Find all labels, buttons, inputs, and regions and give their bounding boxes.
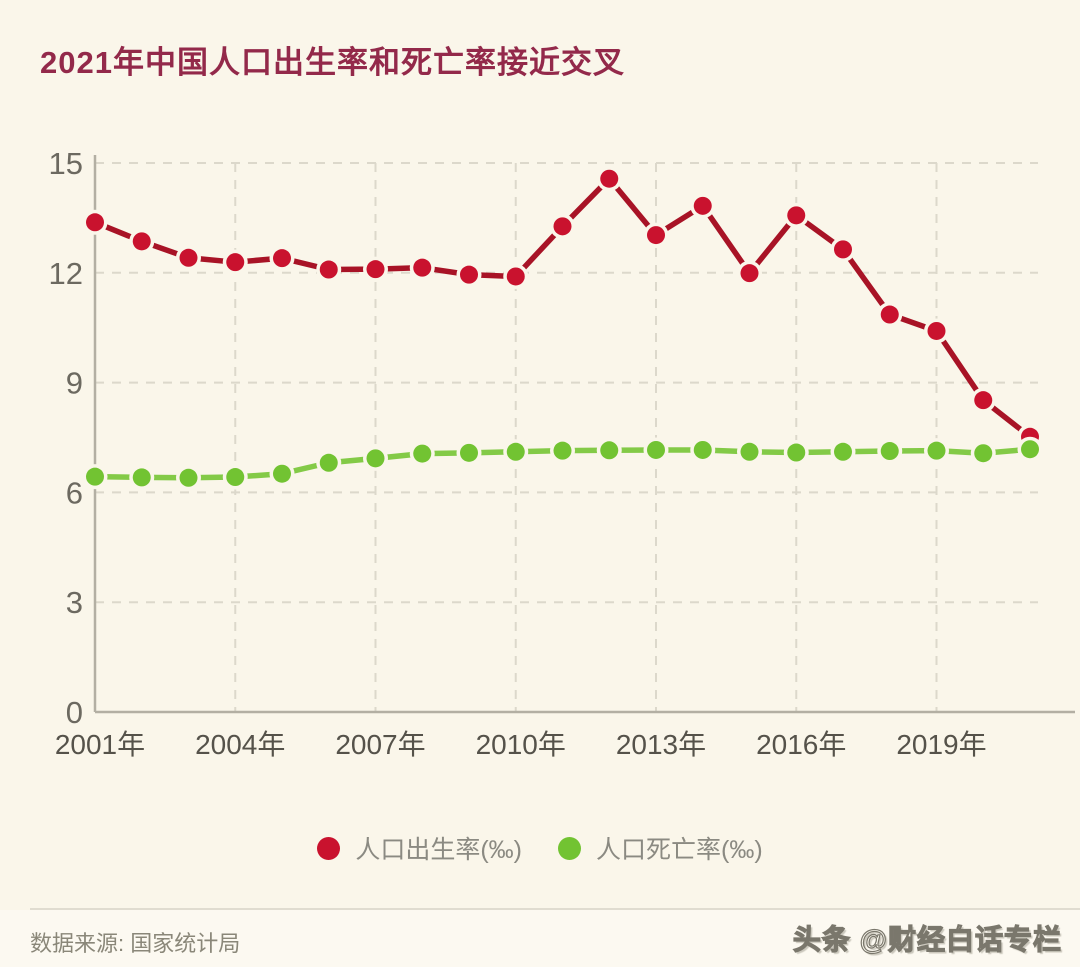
footer: 数据来源: 国家统计局 头条 @财经白话专栏 (0, 908, 1080, 967)
svg-text:15: 15 (49, 146, 83, 181)
svg-text:2016年: 2016年 (756, 729, 846, 760)
svg-text:0: 0 (66, 695, 83, 730)
death-rate-legend-label: 人口死亡率(‰) (596, 836, 763, 864)
data-source-text: 数据来源: 国家统计局 (30, 931, 241, 956)
svg-text:2010年: 2010年 (476, 729, 566, 760)
chart-legend: 人口出生率(‰) 人口死亡率(‰) (0, 830, 1080, 866)
footer-divider (30, 908, 1080, 910)
svg-text:12: 12 (49, 256, 83, 291)
death-rate-line (82, 436, 1043, 491)
svg-text:2004年: 2004年 (195, 729, 285, 760)
death-rate-legend-dot-icon (558, 836, 581, 860)
svg-text:2007年: 2007年 (335, 729, 425, 760)
svg-text:2001年: 2001年 (55, 729, 145, 760)
svg-text:6: 6 (66, 475, 83, 510)
birth-rate-legend-label: 人口出生率(‰) (355, 836, 522, 864)
svg-text:3: 3 (66, 585, 83, 620)
svg-text:2019年: 2019年 (896, 729, 986, 760)
svg-text:2013年: 2013年 (616, 729, 706, 760)
gridlines (95, 162, 1038, 712)
legend-item-birth-rate: 人口出生率(‰) (317, 830, 522, 866)
birth-rate-legend-dot-icon (317, 836, 341, 860)
axes (93, 155, 1075, 714)
svg-text:9: 9 (66, 366, 83, 401)
toutiao-watermark: 头条 @财经白话专栏 (792, 923, 1062, 955)
legend-item-death-rate: 人口死亡率(‰) (558, 830, 763, 866)
page-title: 2021年中国人口出生率和死亡率接近交叉 (40, 44, 625, 80)
y-axis-labels: 0 3 6 9 12 15 (49, 146, 83, 730)
x-axis-labels: 2001年 2004年 2007年 2010年 2013年 2016年 2019年 (55, 729, 987, 760)
birth-rate-line (82, 166, 1043, 450)
